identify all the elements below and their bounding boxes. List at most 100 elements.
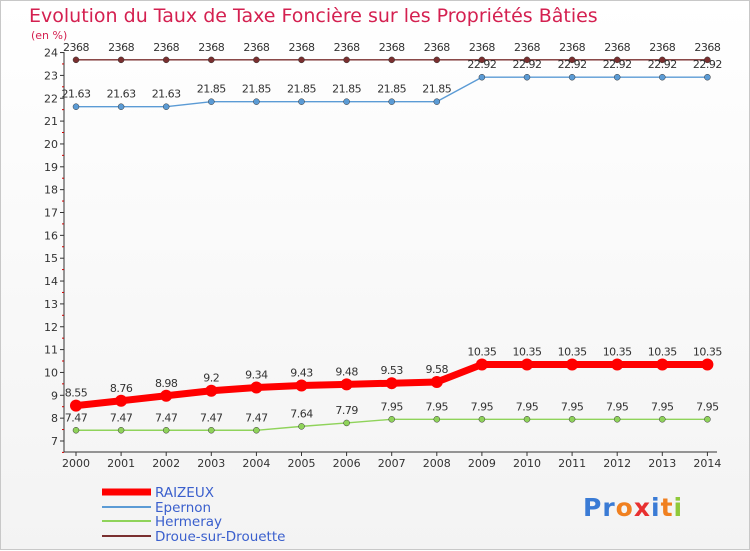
data-point-hermeray — [433, 416, 441, 423]
data-point-epernon — [704, 73, 711, 81]
logo-letter: i — [673, 493, 684, 522]
data-label-hermeray: 7.64 — [290, 407, 313, 420]
data-label-epernon: 21.85 — [422, 83, 451, 96]
x-tick-label: 2009 — [468, 457, 496, 470]
data-label-raizeux: 9.58 — [426, 363, 449, 376]
data-point-epernon — [253, 98, 260, 105]
data-label-raizeux: 8.55 — [65, 387, 88, 400]
legend-label: Hermeray — [155, 514, 222, 530]
y-tick-label: 12 — [44, 321, 58, 334]
data-point-droue-sur-drouette — [298, 56, 305, 64]
data-label-epernon: 21.85 — [242, 83, 271, 96]
data-point-droue-sur-drouette — [523, 56, 531, 64]
y-tick-label: 23 — [44, 69, 58, 82]
data-label-epernon: 21.63 — [107, 88, 136, 101]
data-point-droue-sur-drouette — [388, 56, 395, 64]
data-label-raizeux: 9.53 — [380, 364, 403, 377]
x-tick-label: 2013 — [648, 457, 676, 470]
data-label-raizeux: 10.35 — [648, 345, 677, 358]
data-point-hermeray — [568, 416, 576, 423]
data-point-raizeux — [611, 358, 624, 371]
legend-label: RAIZEUX — [155, 485, 214, 501]
data-label-droue-sur-drouette: 2368 — [379, 41, 405, 54]
data-label-hermeray: 7.95 — [696, 400, 719, 413]
data-point-droue-sur-drouette — [478, 56, 486, 64]
y-tick-label: 10 — [44, 366, 58, 379]
data-point-droue-sur-drouette — [253, 56, 260, 64]
data-point-raizeux — [205, 384, 218, 397]
data-label-raizeux: 8.98 — [155, 377, 178, 390]
y-tick-label: 24 — [44, 47, 58, 60]
data-label-hermeray: 7.95 — [651, 400, 674, 413]
data-label-hermeray: 7.95 — [606, 400, 629, 413]
y-tick-label: 11 — [44, 344, 58, 357]
data-label-hermeray: 7.79 — [335, 404, 358, 417]
data-label-hermeray: 7.47 — [155, 411, 178, 424]
y-tick-label: 18 — [44, 184, 58, 197]
data-label-droue-sur-drouette: 2368 — [604, 41, 630, 54]
x-tick-label: 2014 — [693, 457, 721, 470]
data-point-raizeux — [701, 358, 714, 371]
data-point-droue-sur-drouette — [117, 56, 125, 64]
data-point-raizeux — [115, 394, 128, 407]
data-label-epernon: 22.92 — [558, 58, 587, 71]
data-point-raizeux — [160, 389, 173, 402]
data-point-droue-sur-drouette — [72, 56, 80, 64]
data-label-raizeux: 10.35 — [603, 345, 632, 358]
data-point-epernon — [568, 73, 576, 81]
data-point-hermeray — [162, 427, 170, 434]
data-point-droue-sur-drouette — [433, 56, 441, 64]
data-label-raizeux: 9.48 — [335, 365, 358, 378]
y-tick-label: 17 — [44, 207, 58, 220]
y-tick-label: 16 — [44, 229, 58, 242]
x-tick-label: 2003 — [197, 457, 225, 470]
data-label-droue-sur-drouette: 2368 — [334, 41, 360, 54]
data-label-hermeray: 7.47 — [110, 411, 133, 424]
data-label-hermeray: 7.95 — [561, 400, 584, 413]
y-tick-label: 8 — [51, 412, 58, 425]
x-tick-label: 2005 — [288, 457, 316, 470]
data-point-hermeray — [523, 416, 531, 423]
chart-title: Evolution du Taux de Taxe Foncière sur l… — [29, 5, 598, 27]
data-label-raizeux: 10.35 — [558, 345, 587, 358]
y-tick-label: 22 — [44, 92, 58, 105]
data-point-raizeux — [566, 358, 579, 371]
data-point-hermeray — [208, 427, 215, 434]
data-point-epernon — [523, 73, 531, 81]
data-point-epernon — [613, 73, 621, 81]
y-tick-label: 14 — [44, 275, 58, 288]
data-label-epernon: 22.92 — [648, 58, 677, 71]
data-point-hermeray — [659, 416, 666, 423]
data-label-hermeray: 7.47 — [245, 411, 268, 424]
legend-label: Droue-sur-Drouette — [155, 529, 285, 545]
data-point-epernon — [298, 98, 305, 105]
y-tick-label: 20 — [44, 138, 58, 151]
data-point-raizeux — [430, 376, 443, 389]
proxiti-logo: Proxiti — [583, 493, 683, 522]
data-label-droue-sur-drouette: 2368 — [649, 41, 675, 54]
logo-letter: o — [615, 493, 634, 522]
data-point-droue-sur-drouette — [704, 56, 711, 64]
data-label-epernon: 22.92 — [603, 58, 632, 71]
data-label-raizeux: 10.35 — [513, 345, 542, 358]
x-tick-label: 2002 — [152, 457, 180, 470]
data-label-raizeux: 9.43 — [290, 366, 313, 379]
data-point-epernon — [117, 103, 125, 110]
data-label-epernon: 22.92 — [467, 58, 496, 71]
data-label-droue-sur-drouette: 2368 — [424, 41, 450, 54]
logo-letter: t — [660, 493, 674, 522]
y-tick-label: 15 — [44, 252, 58, 265]
data-point-raizeux — [475, 358, 488, 371]
data-label-epernon: 21.63 — [62, 88, 91, 101]
data-label-hermeray: 7.95 — [471, 400, 494, 413]
y-tick-label: 9 — [51, 389, 58, 402]
data-point-hermeray — [72, 427, 80, 434]
data-label-droue-sur-drouette: 2368 — [559, 41, 585, 54]
data-point-epernon — [208, 98, 215, 105]
data-label-epernon: 21.85 — [287, 83, 316, 96]
data-label-raizeux: 8.76 — [110, 382, 133, 395]
data-point-hermeray — [253, 427, 260, 434]
y-tick-label: 21 — [44, 115, 58, 128]
